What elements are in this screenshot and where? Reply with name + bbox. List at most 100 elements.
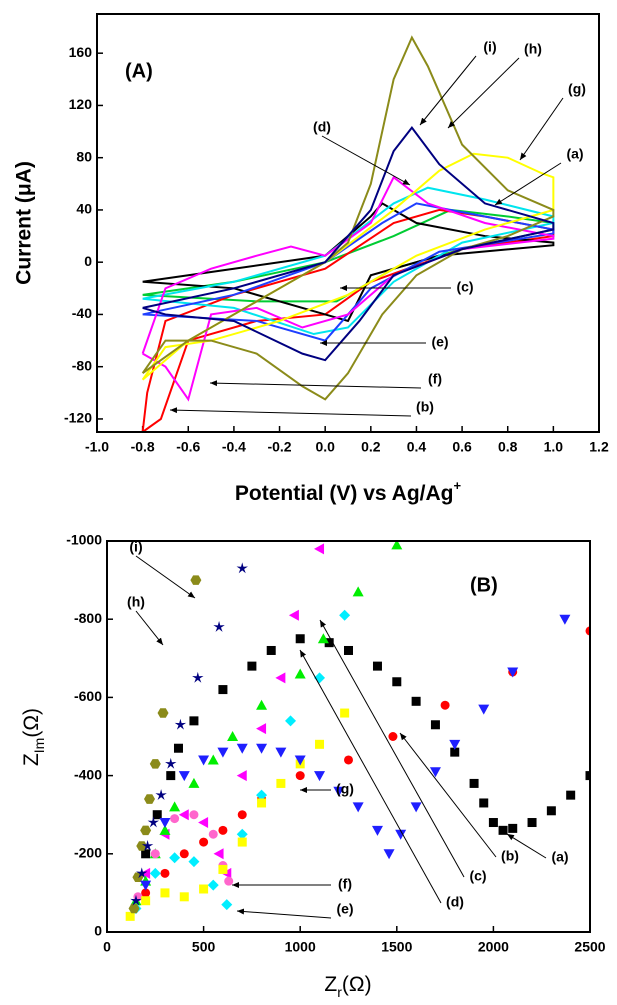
x-axis-label-part: (Ω): [342, 973, 372, 996]
annotation-arrow: [299, 649, 442, 904]
marker: [147, 816, 160, 828]
marker: [391, 541, 403, 550]
marker: [198, 755, 210, 766]
marker: [498, 825, 508, 835]
marker: [236, 743, 248, 754]
annotation-arrow: [135, 610, 164, 646]
series-label: (i): [129, 539, 142, 555]
marker: [190, 575, 202, 585]
marker: [256, 743, 268, 754]
annotation-arrow: [135, 555, 196, 599]
marker: [207, 879, 219, 891]
marker: [227, 731, 239, 741]
marker: [159, 824, 171, 835]
marker: [149, 867, 161, 879]
marker: [157, 708, 169, 718]
marker: [130, 894, 142, 906]
marker: [224, 876, 234, 886]
marker: [237, 810, 247, 820]
marker: [344, 755, 353, 765]
chart-title: (A): [125, 60, 153, 82]
marker: [275, 672, 286, 684]
marker: [189, 810, 199, 820]
series-label: (f): [338, 876, 352, 892]
marker: [256, 699, 268, 710]
marker: [383, 849, 395, 860]
x-tick-label: -1.0: [85, 439, 109, 455]
marker: [247, 661, 257, 671]
y-tick-label: 80: [76, 148, 92, 164]
marker: [141, 849, 151, 859]
marker: [236, 770, 247, 782]
marker: [188, 856, 200, 868]
annotation-arrow: [506, 833, 547, 859]
x-tick-label: 2000: [478, 939, 509, 955]
y-axis-label: Current (μA): [13, 161, 36, 285]
marker: [295, 634, 305, 644]
marker: [218, 864, 228, 874]
marker: [294, 755, 306, 766]
marker: [166, 771, 176, 781]
marker: [218, 825, 228, 835]
marker: [169, 801, 181, 812]
marker: [213, 848, 224, 860]
series-label: (b): [416, 399, 434, 415]
marker: [450, 747, 460, 757]
marker: [585, 771, 590, 781]
annotation-arrow: [519, 97, 564, 161]
x-axis-label: Potential (V) vs Ag/Ag+: [235, 478, 462, 505]
marker: [150, 849, 160, 859]
x-tick-label: 500: [192, 939, 216, 955]
marker: [479, 798, 489, 808]
marker: [199, 837, 209, 847]
series-label: (d): [313, 119, 331, 135]
y-tick-label: -1000: [66, 532, 102, 548]
cv-curve: [142, 186, 555, 336]
marker: [352, 586, 364, 597]
marker: [192, 671, 204, 683]
x-tick-label: -0.2: [267, 439, 291, 455]
y-axis-label-part: Im: [31, 738, 47, 754]
marker: [429, 767, 441, 778]
x-axis-label-part: r: [337, 984, 342, 1000]
x-tick-label: 0.0: [315, 439, 335, 455]
marker: [237, 837, 247, 847]
x-tick-label: 1000: [285, 939, 316, 955]
marker: [160, 868, 170, 878]
y-tick-label: 40: [76, 201, 92, 217]
marker: [178, 809, 189, 821]
marker: [208, 829, 218, 839]
marker: [141, 896, 151, 906]
marker: [388, 732, 398, 741]
annotation-arrow: [319, 619, 465, 878]
marker: [256, 789, 268, 801]
marker: [140, 880, 152, 891]
marker: [257, 798, 267, 808]
marker: [449, 739, 461, 750]
plot-frame: [106, 540, 591, 933]
y-tick-label: 160: [69, 44, 93, 60]
y-tick-label: -800: [74, 610, 102, 626]
y-tick-label: 0: [94, 923, 102, 939]
x-tick-label: 0.6: [452, 439, 472, 455]
marker: [188, 777, 200, 788]
marker: [507, 667, 519, 678]
marker: [478, 704, 490, 715]
marker: [140, 867, 151, 879]
marker: [566, 790, 576, 800]
y-tick-label: -40: [72, 305, 92, 321]
marker: [165, 757, 177, 769]
series-label: (i): [483, 39, 496, 55]
marker: [170, 814, 180, 824]
marker: [440, 700, 450, 710]
marker: [392, 677, 402, 687]
marker: [256, 723, 267, 735]
marker: [221, 899, 233, 911]
marker: [179, 892, 189, 902]
y-tick-label: -80: [72, 357, 92, 373]
marker: [236, 828, 248, 840]
marker: [141, 839, 154, 851]
series-label: (b): [501, 848, 519, 864]
